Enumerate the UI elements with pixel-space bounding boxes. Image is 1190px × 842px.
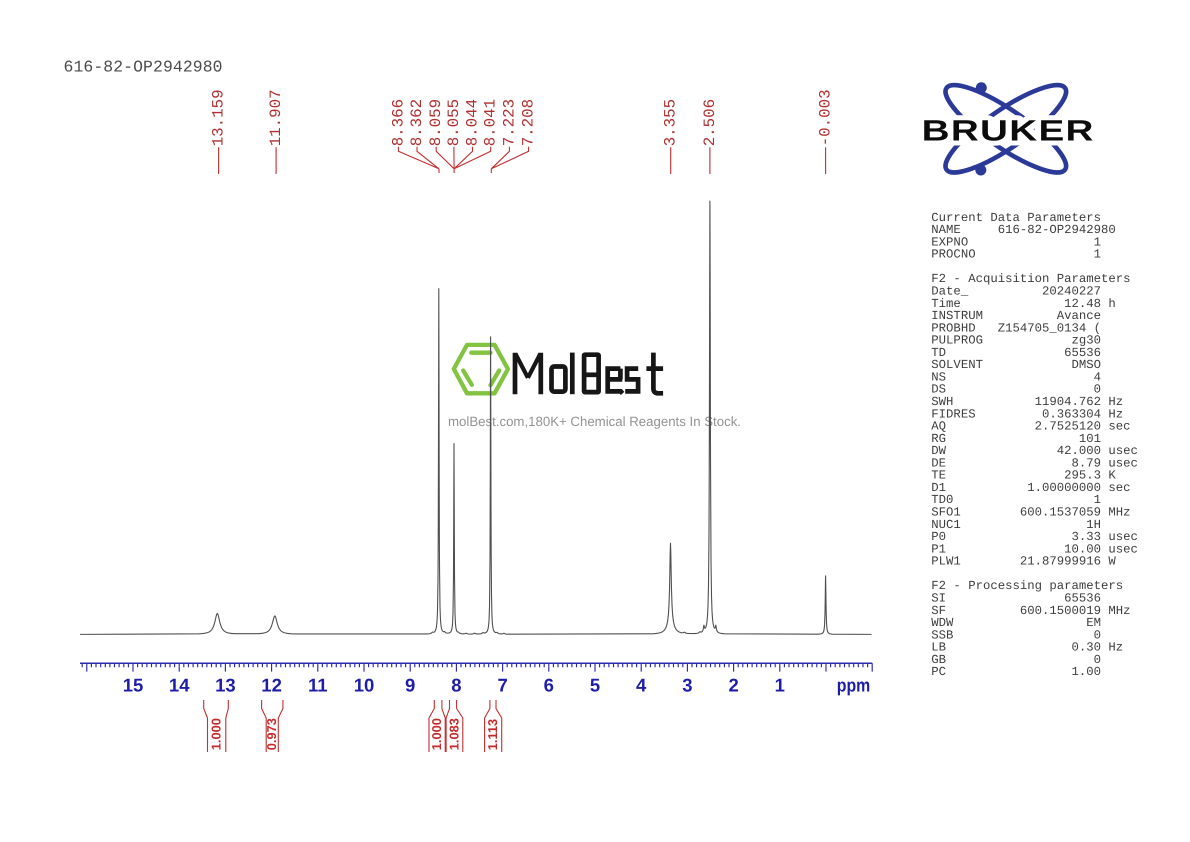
svg-text:LB 0.30 Hz: LB 0.30 Hz <box>931 641 1123 655</box>
svg-text:Current Data Parameters: Current Data Parameters <box>931 211 1101 225</box>
svg-text:1: 1 <box>775 674 785 695</box>
svg-text:8: 8 <box>451 674 461 695</box>
svg-text:8.044: 8.044 <box>463 99 481 146</box>
svg-text:1.000: 1.000 <box>429 718 444 750</box>
svg-text:INSTRUM Avance: INSTRUM Avance <box>931 309 1101 323</box>
svg-text:13.159: 13.159 <box>210 89 228 146</box>
svg-text:DW 42.000 usec: DW 42.000 usec <box>931 444 1138 458</box>
svg-text:2.506: 2.506 <box>701 99 719 146</box>
svg-text:15: 15 <box>123 674 144 695</box>
svg-text:SF 600.1500019 MHz: SF 600.1500019 MHz <box>931 604 1130 618</box>
svg-text:SI 65536: SI 65536 <box>931 592 1101 606</box>
svg-text:616-82-OP2942980: 616-82-OP2942980 <box>64 58 223 77</box>
svg-text:6: 6 <box>544 674 554 695</box>
svg-text:P0 3.33 usec: P0 3.33 usec <box>931 530 1138 544</box>
svg-text:NS 4: NS 4 <box>931 370 1101 384</box>
svg-text:EXPNO 1: EXPNO 1 <box>931 235 1101 249</box>
svg-text:DE 8.79 usec: DE 8.79 usec <box>931 456 1138 470</box>
svg-text:3.355: 3.355 <box>662 99 680 146</box>
svg-text:14: 14 <box>169 674 190 695</box>
svg-text:BRUKER: BRUKER <box>922 115 1095 148</box>
svg-text:ppm: ppm <box>837 674 871 695</box>
svg-text:PC 1.00: PC 1.00 <box>931 665 1101 679</box>
svg-text:P1 10.00 usec: P1 10.00 usec <box>931 542 1138 556</box>
svg-text:1.083: 1.083 <box>446 718 461 750</box>
svg-text:DS 0: DS 0 <box>931 383 1101 397</box>
svg-text:PULPROG zg30: PULPROG zg30 <box>931 334 1101 348</box>
svg-text:PROBHD Z154705_0134 (: PROBHD Z154705_0134 ( <box>931 321 1101 335</box>
svg-text:8.055: 8.055 <box>445 99 463 146</box>
svg-text:NAME 616-82-OP2942980: NAME 616-82-OP2942980 <box>931 223 1115 237</box>
svg-text:8.059: 8.059 <box>427 99 445 146</box>
svg-text:TE 295.3 K: TE 295.3 K <box>931 469 1116 483</box>
svg-text:D1 1.00000000 sec: D1 1.00000000 sec <box>931 481 1130 495</box>
svg-text:2: 2 <box>728 674 738 695</box>
svg-text:7.208: 7.208 <box>520 99 538 146</box>
svg-text:5: 5 <box>590 674 600 695</box>
svg-text:11: 11 <box>308 674 328 695</box>
svg-text:AQ 2.7525120 sec: AQ 2.7525120 sec <box>931 420 1130 434</box>
svg-text:PLW1 21.87999916 W: PLW1 21.87999916 W <box>931 555 1116 569</box>
svg-text:12: 12 <box>261 674 282 695</box>
svg-text:molBest.com,180K+ Chemical Rea: molBest.com,180K+ Chemical Reagents In S… <box>448 414 741 429</box>
svg-text:NUC1 1H: NUC1 1H <box>931 518 1101 532</box>
svg-text:F2 - Acquisition Parameters: F2 - Acquisition Parameters <box>931 272 1130 286</box>
svg-text:Time 12.48 h: Time 12.48 h <box>931 297 1115 311</box>
svg-text:TD0 1: TD0 1 <box>931 493 1101 507</box>
svg-text:GB 0: GB 0 <box>931 653 1101 667</box>
svg-text:Date_ 20240227: Date_ 20240227 <box>931 285 1101 299</box>
svg-text:RG 101: RG 101 <box>931 432 1101 446</box>
svg-text:13: 13 <box>215 674 236 695</box>
svg-text:FIDRES 0.363304 Hz: FIDRES 0.363304 Hz <box>931 407 1123 421</box>
svg-text:1.000: 1.000 <box>209 718 224 750</box>
svg-text:10: 10 <box>354 674 375 695</box>
svg-text:0.973: 0.973 <box>264 718 279 750</box>
svg-text:-0.003: -0.003 <box>817 89 835 146</box>
svg-text:7.223: 7.223 <box>500 99 518 146</box>
svg-text:WDW EM: WDW EM <box>931 616 1101 630</box>
svg-text:1.113: 1.113 <box>485 719 500 750</box>
svg-text:SSB 0: SSB 0 <box>931 628 1101 642</box>
svg-text:8.362: 8.362 <box>408 99 426 146</box>
svg-text:3: 3 <box>682 674 692 695</box>
svg-text:7: 7 <box>497 674 507 695</box>
svg-text:SWH 11904.762 Hz: SWH 11904.762 Hz <box>931 395 1123 409</box>
svg-text:F2 - Processing parameters: F2 - Processing parameters <box>931 579 1123 593</box>
svg-text:SOLVENT DMSO: SOLVENT DMSO <box>931 358 1101 372</box>
svg-text:4: 4 <box>636 674 647 695</box>
svg-text:9: 9 <box>405 674 415 695</box>
svg-text:8.041: 8.041 <box>482 99 500 146</box>
svg-text:11.907: 11.907 <box>267 89 285 146</box>
svg-text:8.366: 8.366 <box>389 99 407 146</box>
svg-text:PROCNO 1: PROCNO 1 <box>931 248 1101 262</box>
svg-text:TD 65536: TD 65536 <box>931 346 1101 360</box>
svg-text:SFO1 600.1537059 MHz: SFO1 600.1537059 MHz <box>931 506 1130 520</box>
